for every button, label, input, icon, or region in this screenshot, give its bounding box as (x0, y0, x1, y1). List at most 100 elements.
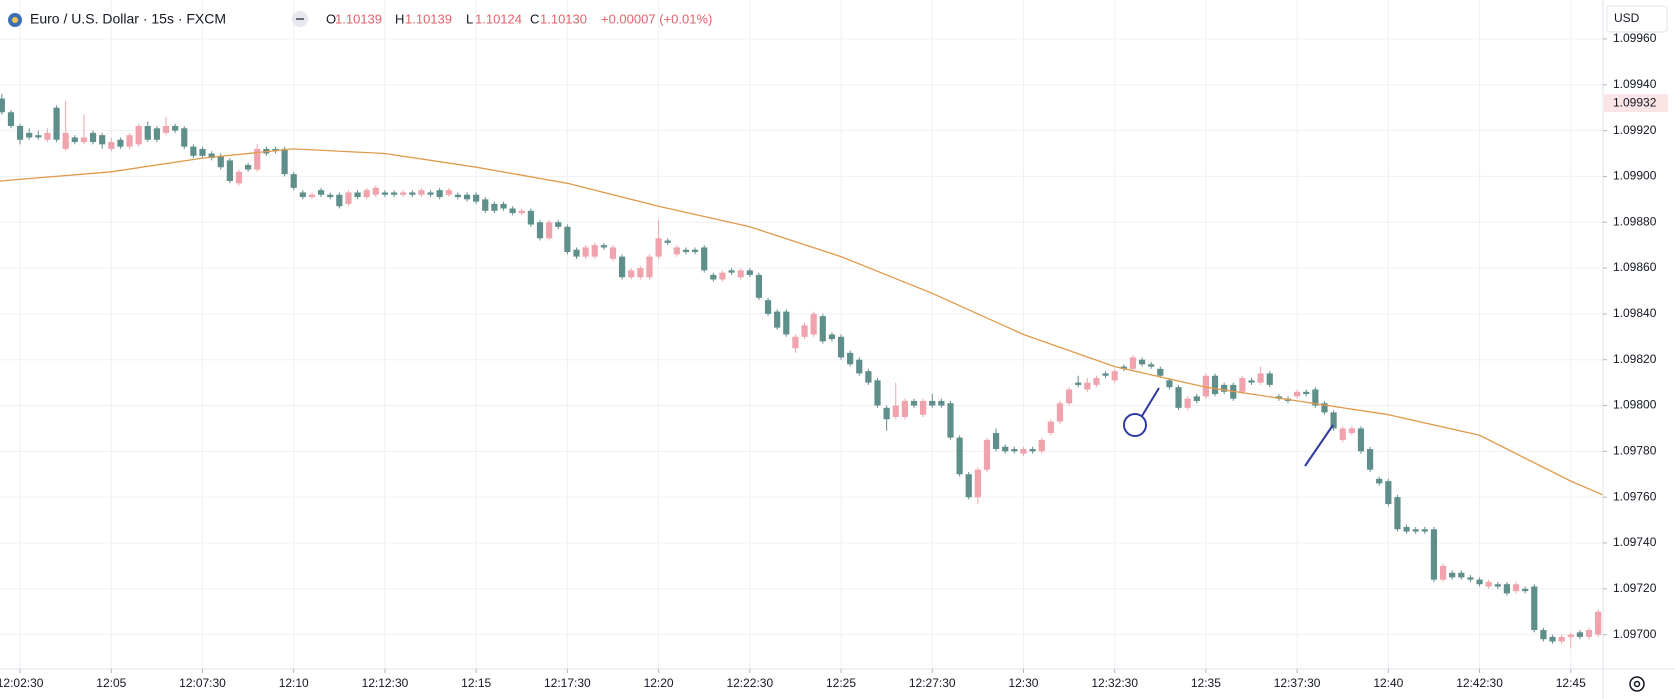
candle-body (1558, 636, 1565, 642)
candle-body (108, 142, 115, 149)
chart-title: Euro / U.S. Dollar · 15s · FXCM (30, 11, 226, 27)
candle-body (409, 192, 416, 195)
y-tick-label: 1.09880 (1613, 214, 1657, 228)
candle-body (728, 270, 735, 273)
candle-body (482, 199, 489, 211)
candle-body (1303, 391, 1310, 395)
currency-button[interactable] (1606, 5, 1668, 33)
drawings (1123, 387, 1334, 467)
candle-body (1148, 364, 1155, 367)
x-tick-label: 12:02:30 (0, 676, 44, 690)
candle-body (536, 222, 544, 239)
ohlc-value: 1.10124 (475, 11, 522, 26)
candle-body (819, 316, 826, 342)
change: +0.00007 (+0.01%) (601, 11, 712, 26)
circle-drawing (1123, 413, 1147, 437)
candle-body (217, 155, 224, 168)
candle-body (135, 126, 142, 145)
candle-body (920, 400, 927, 415)
candle-body (1266, 373, 1273, 385)
candle-body (1120, 366, 1127, 369)
candle-body (856, 359, 863, 374)
candle-body (1403, 526, 1410, 532)
candle-body (792, 336, 799, 349)
candle-body (16, 126, 24, 140)
candle-body (299, 192, 306, 198)
x-tick-label: 12:45 (1556, 676, 1586, 690)
x-tick-label: 12:12:30 (362, 676, 409, 690)
candle-body (354, 192, 361, 198)
y-tick-label: 1.09960 (1613, 31, 1657, 45)
candle-body (491, 203, 498, 211)
candle-body (901, 400, 908, 417)
candle-body (1376, 478, 1383, 484)
candle-body (664, 240, 671, 243)
candle-body (80, 137, 88, 143)
x-tick-label: 12:20 (644, 676, 674, 690)
ohlc-label: L (466, 11, 473, 26)
candle-body (390, 192, 398, 195)
x-tick-label: 12:25 (826, 676, 856, 690)
candle-body (144, 126, 151, 140)
candle-body (682, 249, 690, 253)
candle-body (1102, 373, 1109, 376)
candle-body (473, 194, 480, 202)
candle-body (254, 148, 261, 170)
candle-body (1385, 481, 1392, 505)
candle-body (1239, 378, 1246, 392)
y-tick-label: 1.09940 (1613, 77, 1657, 91)
candle-body (1567, 634, 1574, 637)
candle-body (1348, 428, 1355, 434)
candle-body (1093, 378, 1100, 385)
y-tick-label: 1.09760 (1613, 489, 1657, 503)
settings-button[interactable] (1629, 676, 1645, 692)
x-tick-label: 12:22:30 (726, 676, 773, 690)
candle-body (910, 400, 918, 406)
candle-body (1248, 380, 1255, 383)
last-price-box (1604, 94, 1668, 113)
candle-body (71, 137, 78, 143)
candle-body (1476, 579, 1483, 585)
candle-body (1430, 529, 1438, 580)
candle-body (1257, 373, 1264, 383)
candle-body (290, 174, 297, 188)
candle-body (938, 400, 945, 406)
candle-body (1047, 421, 1054, 434)
x-tick-label: 12:42:30 (1456, 676, 1503, 690)
candle-body (637, 268, 644, 278)
candle-body (418, 190, 425, 195)
y-tick-label: 1.09740 (1613, 535, 1657, 549)
candle-body (1576, 632, 1583, 637)
candle-body (1193, 396, 1200, 401)
candle-body (26, 132, 33, 138)
ohlc-label: O (326, 11, 336, 26)
candle-body (1294, 391, 1301, 397)
axes: 1.09960 1.09940 1.09920 1.09900 1.09880 1.098… (0, 31, 1668, 690)
header: Euro / U.S. Dollar · 15s · FXCM O 1.1013… (8, 11, 712, 27)
grid (0, 0, 1603, 669)
candle-body (810, 313, 817, 335)
candle-body (947, 403, 954, 438)
candle-body (1549, 636, 1556, 642)
candle-body (1512, 584, 1520, 592)
candle-body (865, 371, 872, 383)
candle-body (837, 336, 845, 358)
candle-body (546, 222, 553, 239)
candle-body (983, 439, 991, 470)
candle-body (1540, 630, 1547, 640)
candle-body (746, 270, 753, 275)
settings-icon (1629, 676, 1645, 692)
candle-body (427, 192, 434, 195)
trend-line-drawing (1304, 424, 1334, 467)
ohlc-value: 1.10139 (405, 11, 452, 26)
candle-body (1011, 449, 1018, 452)
candle-body (0, 98, 5, 113)
candle-body (719, 272, 726, 280)
x-tick-label: 12:35 (1191, 676, 1221, 690)
candle-body (1184, 398, 1191, 408)
candle-body (1138, 359, 1146, 365)
candle-body (62, 132, 69, 149)
candle-body (1221, 384, 1228, 392)
candle-body (199, 148, 206, 156)
candle-body (1129, 357, 1137, 369)
